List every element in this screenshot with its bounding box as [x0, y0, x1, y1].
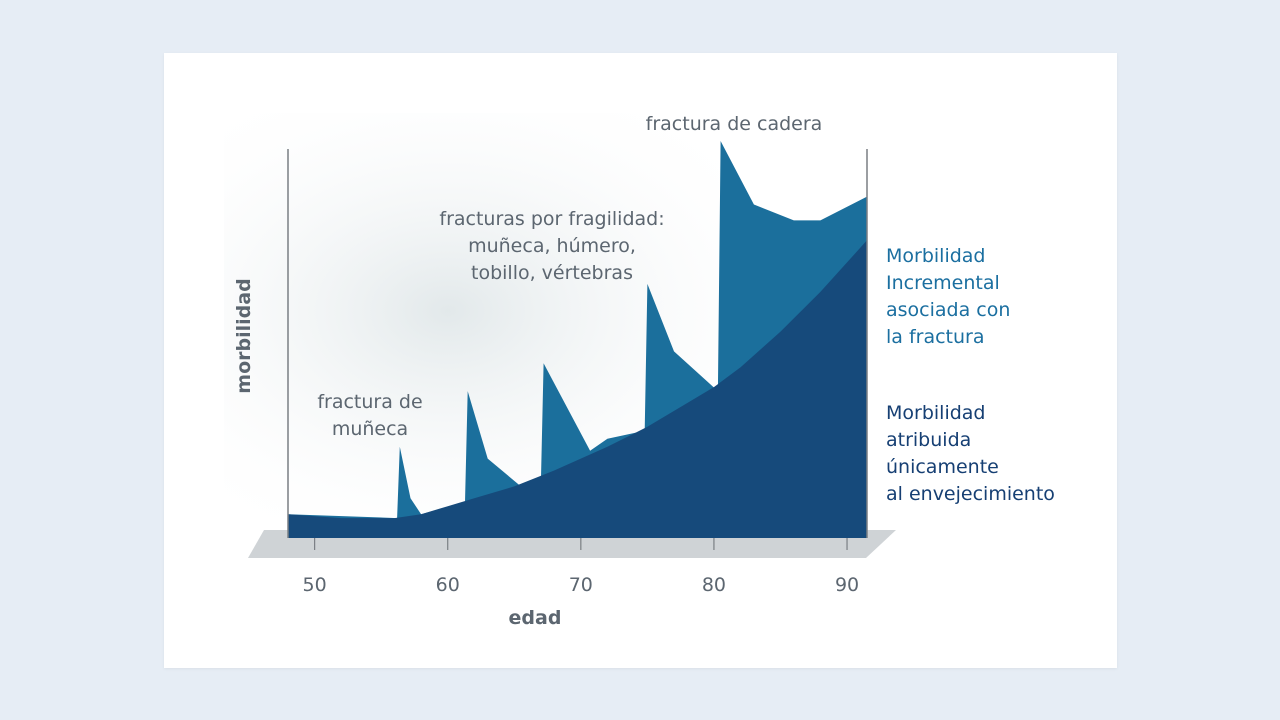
- y-axis-label: morbilidad: [233, 278, 255, 393]
- legend: Morbilidad Incremental asociada con la frac…: [886, 245, 1055, 505]
- chart-card: 50 60 70 80 90 edad morbilidad fractura de mu…: [164, 53, 1117, 668]
- x-axis-tick-labels: 50 60 70 80 90: [303, 574, 860, 596]
- annotations: fractura de muñeca fracturas por fragilida…: [317, 113, 822, 440]
- annotation-fragility: fracturas por fragilidad: muñeca, húmero,…: [439, 208, 664, 284]
- legend-aging-morbidity: Morbilidad atribuida únicamente al envejeci…: [886, 402, 1055, 505]
- x-tick-label-90: 90: [835, 574, 859, 596]
- x-tick-label-80: 80: [702, 574, 726, 596]
- x-tick-label-60: 60: [436, 574, 460, 596]
- x-tick-label-70: 70: [569, 574, 593, 596]
- x-tick-label-50: 50: [303, 574, 327, 596]
- x-axis-ticks: [314, 538, 848, 550]
- aging-morbidity-area: [288, 240, 867, 539]
- morbidity-chart: 50 60 70 80 90 edad morbilidad fractura de mu…: [224, 113, 1055, 629]
- x-axis-label: edad: [509, 607, 562, 629]
- legend-incremental-morbidity: Morbilidad Incremental asociada con la frac…: [886, 245, 1010, 348]
- annotation-wrist: fractura de muñeca: [317, 391, 422, 440]
- annotation-hip: fractura de cadera: [646, 113, 823, 135]
